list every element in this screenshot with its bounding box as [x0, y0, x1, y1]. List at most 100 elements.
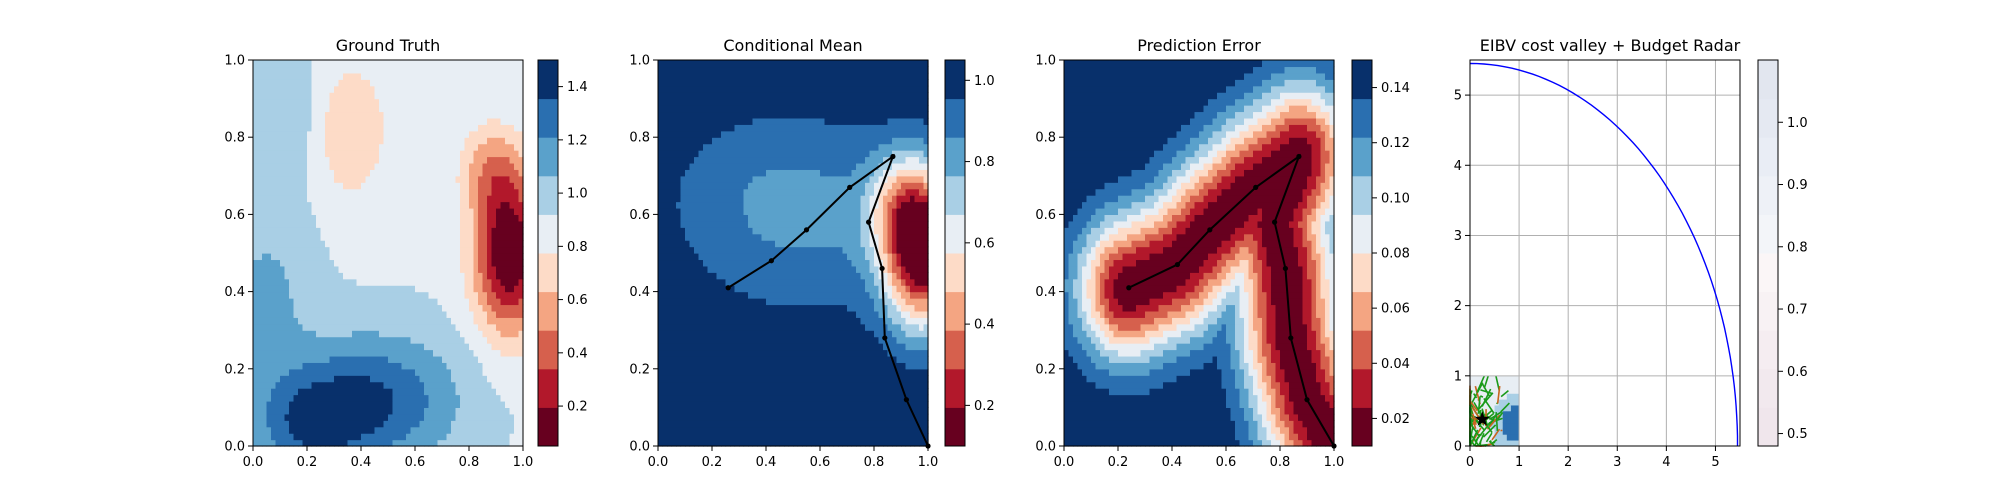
heatmap-cell	[415, 214, 421, 222]
heatmap-cell	[473, 310, 479, 318]
heatmap-cell	[307, 323, 313, 331]
heatmap-cell	[518, 137, 524, 145]
heatmap-cell	[725, 355, 731, 363]
heatmap-cell	[442, 220, 448, 228]
heatmap-cell	[365, 175, 371, 183]
heatmap-cell	[671, 349, 677, 357]
heatmap-cell	[518, 336, 524, 344]
heatmap-cell	[469, 355, 475, 363]
heatmap-cell	[734, 310, 740, 318]
heatmap-cell	[352, 175, 358, 183]
heatmap-cell	[464, 278, 470, 286]
heatmap-cell	[703, 143, 709, 151]
heatmap-cell	[487, 214, 493, 222]
heatmap-cell	[721, 285, 727, 293]
heatmap-cell	[671, 233, 677, 241]
heatmap-cell	[514, 400, 520, 408]
heatmap-cell	[280, 233, 286, 241]
heatmap-cell	[500, 259, 506, 267]
heatmap-cell	[307, 162, 313, 170]
heatmap-cell	[496, 304, 502, 312]
heatmap-cell	[667, 433, 673, 441]
heatmap-cell	[311, 285, 317, 293]
heatmap-cell	[320, 240, 326, 248]
heatmap-cell	[721, 169, 727, 177]
heatmap-cell	[671, 60, 677, 68]
heatmap-cell	[275, 60, 281, 68]
heatmap-cell	[284, 310, 290, 318]
heatmap-cell	[478, 394, 484, 402]
heatmap-cell	[370, 285, 376, 293]
heatmap-cell	[455, 265, 461, 273]
heatmap-cell	[676, 330, 682, 338]
heatmap-cell	[329, 272, 335, 280]
heatmap-cell	[496, 336, 502, 344]
heatmap-cell	[383, 388, 389, 396]
heatmap-cell	[433, 246, 439, 254]
heatmap-cell	[289, 362, 295, 370]
heatmap-cell	[262, 60, 268, 68]
heatmap-cell	[316, 92, 322, 100]
heatmap-cell	[752, 253, 758, 261]
heatmap-cell	[388, 111, 394, 119]
heatmap-cell	[334, 439, 340, 447]
heatmap-cell	[320, 375, 326, 383]
heatmap-cell	[275, 105, 281, 113]
heatmap-cell	[356, 343, 362, 351]
heatmap-cell	[725, 394, 731, 402]
heatmap-cell	[424, 85, 430, 93]
heatmap-cell	[329, 188, 335, 196]
heatmap-cell	[518, 394, 524, 402]
heatmap-cell	[433, 304, 439, 312]
heatmap-cell	[473, 388, 479, 396]
heatmap-cell	[482, 98, 488, 106]
heatmap-cell	[257, 265, 263, 273]
heatmap-cell	[311, 317, 317, 325]
heatmap-cell	[505, 388, 511, 396]
heatmap-cell	[496, 420, 502, 428]
heatmap-cell	[383, 220, 389, 228]
heatmap-cell	[316, 156, 322, 164]
heatmap-cell	[437, 98, 443, 106]
heatmap-cell	[401, 259, 407, 267]
heatmap-cell	[257, 355, 263, 363]
heatmap-cell	[487, 323, 493, 331]
heatmap-cell	[253, 298, 259, 306]
heatmap-cell	[748, 439, 754, 447]
heatmap-cell	[392, 124, 398, 132]
heatmap-cell	[662, 310, 668, 318]
heatmap-cell	[347, 433, 353, 441]
heatmap-cell	[379, 117, 385, 125]
heatmap-cell	[433, 201, 439, 209]
heatmap-cell	[365, 143, 371, 151]
heatmap-cell	[478, 201, 484, 209]
heatmap-cell	[505, 375, 511, 383]
heatmap-cell	[266, 394, 272, 402]
heatmap-cell	[487, 72, 493, 80]
heatmap-cell	[280, 137, 286, 145]
heatmap-cell	[460, 156, 466, 164]
heatmap-cell	[707, 304, 713, 312]
heatmap-cell	[662, 79, 668, 87]
heatmap-cell	[293, 388, 299, 396]
heatmap-cell	[739, 240, 745, 248]
heatmap-cell	[284, 362, 290, 370]
heatmap-cell	[698, 60, 704, 68]
heatmap-cell	[446, 291, 452, 299]
heatmap-cell	[725, 227, 731, 235]
heatmap-cell	[347, 124, 353, 132]
heatmap-cell	[361, 362, 367, 370]
heatmap-cell	[509, 233, 515, 241]
heatmap-cell	[487, 343, 493, 351]
heatmap-cell	[496, 246, 502, 254]
heatmap-cell	[518, 349, 524, 357]
heatmap-cell	[419, 195, 425, 203]
heatmap-cell	[685, 240, 691, 248]
heatmap-cell	[725, 143, 731, 151]
heatmap-cell	[752, 182, 758, 190]
heatmap-cell	[680, 175, 686, 183]
heatmap-cell	[739, 111, 745, 119]
heatmap-cell	[491, 201, 497, 209]
heatmap-cell	[698, 433, 704, 441]
heatmap-cell	[752, 413, 758, 421]
